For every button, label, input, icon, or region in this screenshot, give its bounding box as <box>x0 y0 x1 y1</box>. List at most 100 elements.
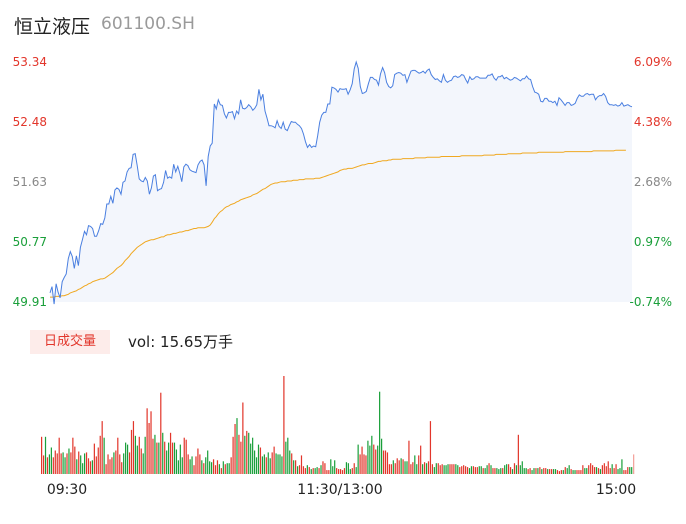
volume-bar <box>388 464 391 474</box>
volume-bar <box>463 465 465 474</box>
volume-bar <box>279 454 281 474</box>
volume-bar <box>535 468 537 474</box>
volume-bar <box>320 465 322 474</box>
volume-bar <box>445 465 447 474</box>
volume-bar <box>404 461 406 474</box>
volume-bar <box>515 465 518 474</box>
volume-bar <box>212 459 215 474</box>
volume-bar <box>447 464 449 474</box>
volume-bar <box>330 459 332 474</box>
volume-bar <box>197 448 199 474</box>
volume-bar <box>113 452 115 474</box>
volume-bar <box>259 447 262 474</box>
volume-bar <box>164 441 166 474</box>
volume-bar <box>588 465 590 474</box>
volume-bar <box>179 444 181 474</box>
volume-bar <box>353 463 355 474</box>
volume-bar <box>386 452 389 474</box>
volume-bar <box>187 454 189 474</box>
volume-bar <box>158 442 160 474</box>
pct-tick-label: 6.09% <box>634 55 672 69</box>
volume-bar <box>232 436 234 474</box>
pct-tick-label: -0.74% <box>630 295 672 309</box>
volume-bar <box>183 437 185 474</box>
volume-bar <box>275 453 277 474</box>
volume-bar <box>222 461 224 474</box>
volume-bar <box>289 450 291 474</box>
volume-bar <box>459 467 461 474</box>
volume-bar <box>261 456 264 474</box>
volume-bar <box>572 470 574 474</box>
volume-bar <box>488 463 490 474</box>
volume-bar <box>449 464 451 474</box>
volume-bar <box>240 441 242 474</box>
volume-tag[interactable]: 日成交量 <box>30 330 110 354</box>
volume-bar <box>496 468 498 474</box>
volume-bar <box>99 435 101 474</box>
volume-bar <box>425 463 428 474</box>
volume-bar <box>461 466 463 474</box>
volume-bar <box>619 468 621 474</box>
volume-bar <box>295 460 297 474</box>
volume-bar <box>68 448 70 474</box>
volume-bar <box>519 465 521 474</box>
volume-bar <box>125 442 127 474</box>
volume-bar <box>377 445 379 474</box>
volume-bar <box>191 456 193 474</box>
volume-bar <box>439 465 441 474</box>
volume-bar <box>168 442 170 474</box>
volume-bar <box>468 468 471 474</box>
volume-bar <box>338 469 340 474</box>
volume-bar <box>355 467 357 474</box>
price-tick-label: 53.34 <box>13 55 47 69</box>
volume-bar <box>300 455 303 474</box>
volume-bar <box>265 457 267 474</box>
volume-bar <box>336 468 338 474</box>
price-tick-label: 50.77 <box>13 235 47 249</box>
volume-bar <box>312 468 314 474</box>
volume-bar <box>242 402 244 474</box>
volume-bar <box>607 461 609 474</box>
volume-bar <box>136 445 138 474</box>
stock-name: 恒立液压 <box>14 16 91 38</box>
volume-bar <box>347 463 349 474</box>
volume-bar <box>269 458 271 474</box>
volume-bar <box>310 469 312 474</box>
volume-bar <box>119 454 121 474</box>
volume-bar <box>218 464 221 474</box>
volume-bar <box>549 469 551 474</box>
volume-bar <box>52 457 54 474</box>
volume-bar <box>224 464 226 474</box>
volume-bar <box>478 466 480 474</box>
volume-bar <box>582 465 584 474</box>
volume-bar <box>308 467 310 474</box>
volume-bar <box>545 468 547 474</box>
volume-bar <box>214 465 217 474</box>
time-tick-label: 09:30 <box>47 482 87 498</box>
volume-bar <box>87 458 90 474</box>
volume-bar <box>465 466 467 474</box>
volume-bar <box>199 454 201 474</box>
volume-bar <box>543 468 545 474</box>
volume-bar <box>443 465 445 474</box>
volume-bar <box>326 470 328 474</box>
volume-bar <box>138 436 140 474</box>
price-tick-label: 51.63 <box>13 175 47 189</box>
volume-bar <box>566 468 568 474</box>
volume-bar <box>431 464 433 474</box>
volume-bar <box>252 437 254 474</box>
volume-bar <box>601 465 603 474</box>
volume-bar <box>457 465 459 474</box>
volume-bar <box>148 423 150 474</box>
volume-bar <box>89 461 92 474</box>
volume-bar <box>144 436 146 474</box>
volume-bar <box>357 444 359 474</box>
volume-bar <box>617 469 619 474</box>
volume-bar <box>332 466 334 474</box>
volume-bar <box>517 434 519 474</box>
volume-bar <box>263 454 265 474</box>
volume-bar <box>160 392 162 474</box>
volume-bar <box>111 457 113 474</box>
volume-bar <box>171 442 174 474</box>
volume-bar <box>504 465 506 474</box>
